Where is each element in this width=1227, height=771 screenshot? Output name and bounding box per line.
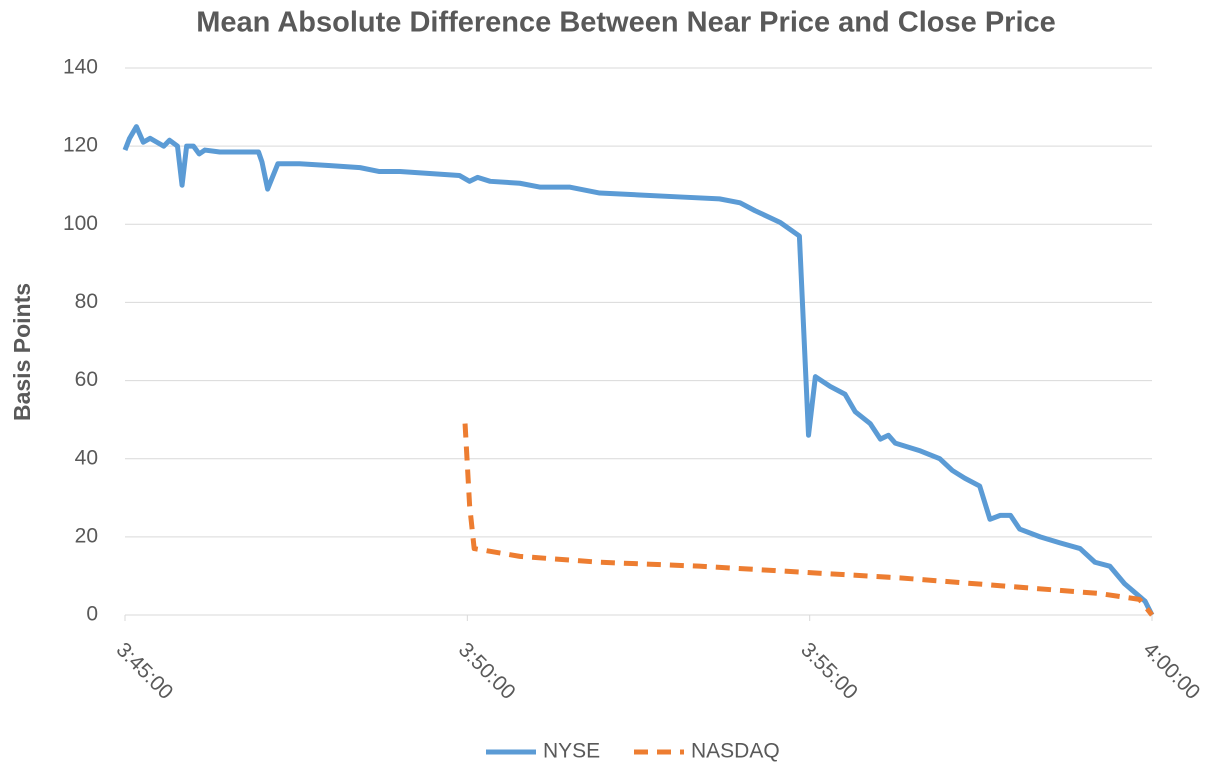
x-tick-label: 3:45:00 — [112, 638, 178, 704]
y-tick-label: 60 — [75, 368, 98, 391]
y-tick-label: 100 — [63, 212, 98, 235]
y-tick-label: 120 — [63, 134, 98, 157]
y-tick-label: 20 — [75, 524, 98, 547]
chart-title: Mean Absolute Difference Between Near Pr… — [196, 7, 1056, 39]
data-line — [462, 423, 1154, 617]
y-axis-label: Basis Points — [9, 283, 35, 421]
y-tick-label: 140 — [63, 56, 98, 79]
legend-label: NYSE — [543, 740, 600, 763]
x-tick-label: 4:00:00 — [1139, 638, 1205, 704]
data-line — [122, 124, 1155, 617]
y-tick-label: 0 — [86, 603, 98, 626]
legend-label: NASDAQ — [691, 740, 780, 763]
x-tick-label: 3:55:00 — [796, 638, 862, 704]
x-tick-label: 3:50:00 — [454, 638, 520, 704]
y-tick-label: 80 — [75, 290, 98, 313]
y-tick-label: 40 — [75, 446, 98, 469]
